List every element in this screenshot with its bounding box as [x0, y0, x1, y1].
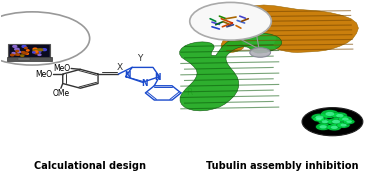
FancyBboxPatch shape — [7, 57, 52, 61]
Circle shape — [331, 126, 338, 129]
Circle shape — [33, 48, 37, 50]
Circle shape — [316, 118, 322, 120]
Circle shape — [315, 116, 324, 119]
Circle shape — [328, 118, 344, 125]
Text: N: N — [124, 71, 131, 80]
Text: MeO: MeO — [36, 70, 53, 79]
Circle shape — [17, 54, 20, 55]
Circle shape — [26, 53, 28, 54]
Circle shape — [42, 49, 46, 51]
Circle shape — [332, 112, 347, 119]
Text: Tubulin assembly inhibition: Tubulin assembly inhibition — [206, 161, 359, 171]
Text: N: N — [154, 73, 161, 82]
Circle shape — [22, 45, 26, 47]
Text: Calculational design: Calculational design — [34, 161, 146, 171]
Circle shape — [37, 51, 41, 53]
Circle shape — [311, 114, 328, 121]
Text: X: X — [117, 63, 123, 72]
Circle shape — [38, 54, 41, 55]
Circle shape — [190, 2, 271, 40]
Circle shape — [341, 124, 347, 127]
Circle shape — [26, 50, 29, 51]
Polygon shape — [180, 33, 282, 111]
Circle shape — [16, 51, 19, 52]
Circle shape — [342, 118, 349, 121]
Circle shape — [18, 51, 20, 53]
Circle shape — [321, 110, 339, 118]
Circle shape — [313, 117, 324, 122]
Circle shape — [319, 125, 327, 129]
Circle shape — [327, 124, 341, 131]
Circle shape — [17, 51, 20, 52]
Circle shape — [344, 119, 355, 124]
Circle shape — [14, 53, 19, 55]
Circle shape — [35, 51, 38, 52]
Circle shape — [302, 108, 363, 136]
FancyBboxPatch shape — [10, 45, 48, 57]
FancyBboxPatch shape — [8, 44, 50, 57]
Circle shape — [34, 51, 37, 52]
Circle shape — [339, 116, 352, 122]
Circle shape — [337, 122, 350, 128]
Text: R: R — [186, 88, 193, 97]
Text: Y: Y — [137, 54, 142, 63]
Polygon shape — [221, 5, 358, 53]
Circle shape — [33, 52, 35, 53]
Circle shape — [23, 52, 27, 54]
Circle shape — [250, 48, 271, 57]
Circle shape — [15, 48, 19, 50]
Text: N: N — [141, 79, 148, 88]
Circle shape — [318, 119, 332, 125]
Circle shape — [346, 120, 352, 123]
Circle shape — [39, 49, 43, 51]
Circle shape — [34, 52, 39, 54]
Circle shape — [322, 120, 328, 123]
Circle shape — [12, 53, 15, 54]
Circle shape — [33, 50, 37, 51]
Circle shape — [22, 52, 25, 53]
Circle shape — [336, 114, 344, 117]
Text: OMe: OMe — [53, 89, 70, 98]
FancyBboxPatch shape — [18, 58, 29, 60]
Circle shape — [11, 54, 14, 56]
Circle shape — [13, 45, 17, 47]
Text: MeO: MeO — [53, 64, 70, 73]
Circle shape — [21, 55, 24, 56]
Circle shape — [25, 47, 27, 49]
Circle shape — [33, 51, 37, 53]
Circle shape — [37, 49, 40, 51]
Circle shape — [332, 120, 340, 124]
Circle shape — [325, 112, 334, 116]
Circle shape — [316, 123, 331, 130]
